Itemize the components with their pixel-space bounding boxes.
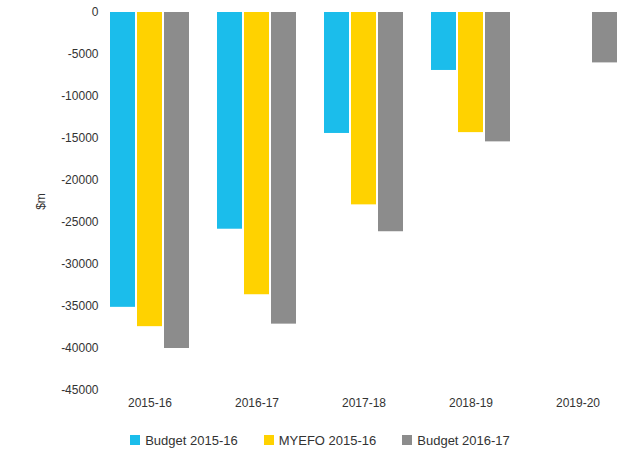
svg-text:$m: $m xyxy=(34,193,48,210)
svg-text:-20000: -20000 xyxy=(61,173,99,187)
svg-text:-40000: -40000 xyxy=(61,341,99,355)
svg-text:-15000: -15000 xyxy=(61,131,99,145)
html-text:MYEFO 2015-16: MYEFO 2015-16 xyxy=(278,432,377,448)
svg-text:2015-16: 2015-16 xyxy=(128,396,172,410)
html-text:Budget 2016-17: Budget 2016-17 xyxy=(417,432,510,448)
svg-text:-45000: -45000 xyxy=(61,383,99,397)
svg-text:2016-17: 2016-17 xyxy=(235,396,279,410)
svg-text:2018-19: 2018-19 xyxy=(449,396,493,410)
svg-text:-5000: -5000 xyxy=(68,47,99,61)
svg-text:0: 0 xyxy=(92,5,99,19)
svg-text:-10000: -10000 xyxy=(61,89,99,103)
svg-text:-35000: -35000 xyxy=(61,299,99,313)
svg-text:-30000: -30000 xyxy=(61,257,99,271)
html-text:Budget 2015-16: Budget 2015-16 xyxy=(145,432,238,448)
svg-text:2019-20: 2019-20 xyxy=(556,396,600,410)
svg-text:-25000: -25000 xyxy=(61,215,99,229)
svg-text:2017-18: 2017-18 xyxy=(342,396,386,410)
